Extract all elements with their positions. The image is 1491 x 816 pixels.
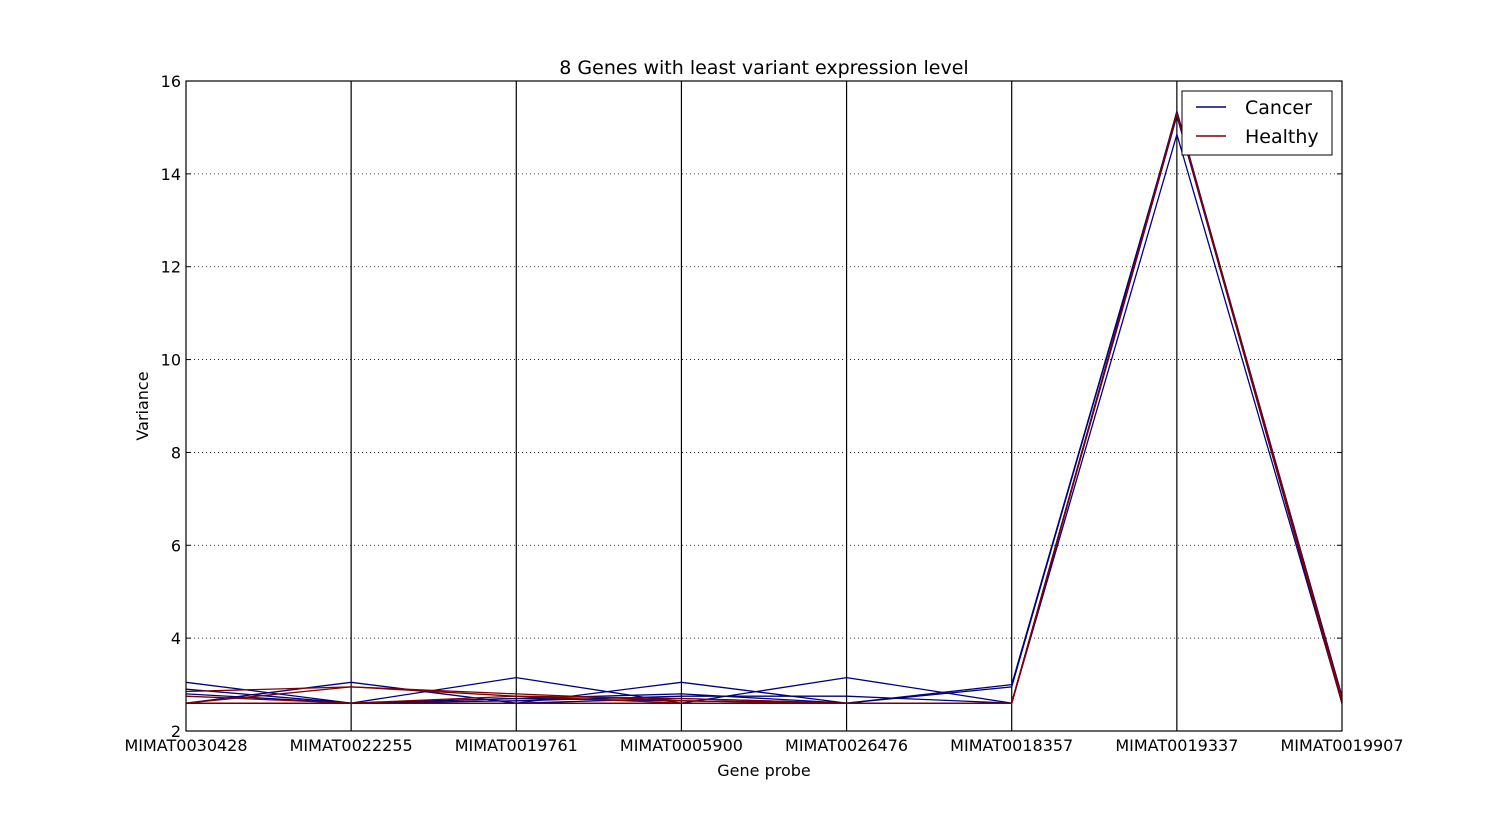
x-tick-label: MIMAT0019761: [455, 736, 578, 755]
y-tick-label: 2: [171, 722, 181, 741]
y-tick-label: 14: [161, 165, 181, 184]
legend: Cancer Healthy: [1181, 90, 1333, 156]
chart-title: 8 Genes with least variant expression le…: [559, 57, 968, 79]
y-tick-label: 16: [161, 72, 181, 91]
y-tick-label: 10: [161, 351, 181, 370]
series-layer: [185, 108, 1343, 704]
x-tick-label: MIMAT0019907: [1280, 736, 1403, 755]
x-tick-label: MIMAT0018357: [950, 736, 1073, 755]
x-tick-label: MIMAT0005900: [620, 736, 743, 755]
legend-box: [1181, 90, 1333, 156]
legend-label-cancer: Cancer: [1245, 97, 1312, 119]
tick-layer: 2 4 6 8 10 12 14 16 MIMAT0030428 MIMAT0022255 MIMA…: [124, 72, 1403, 755]
y-tick-label: 8: [171, 443, 181, 462]
y-tick-label: 6: [171, 536, 181, 555]
x-tick-label: MIMAT0026476: [785, 736, 908, 755]
x-tick-label: MIMAT0030428: [124, 736, 247, 755]
plot-area-frame: [185, 80, 1343, 732]
series-line-healthy: [186, 111, 1343, 704]
y-tick-label: 4: [171, 629, 181, 648]
y-axis-label: Variance: [133, 371, 152, 440]
legend-label-healthy: Healthy: [1245, 126, 1319, 148]
x-tick-label: MIMAT0022255: [290, 736, 413, 755]
x-axis-label: Gene probe: [717, 761, 810, 780]
x-tick-label: MIMAT0019337: [1115, 736, 1238, 755]
grid-layer: [186, 81, 1342, 731]
y-tick-label: 12: [161, 258, 181, 277]
